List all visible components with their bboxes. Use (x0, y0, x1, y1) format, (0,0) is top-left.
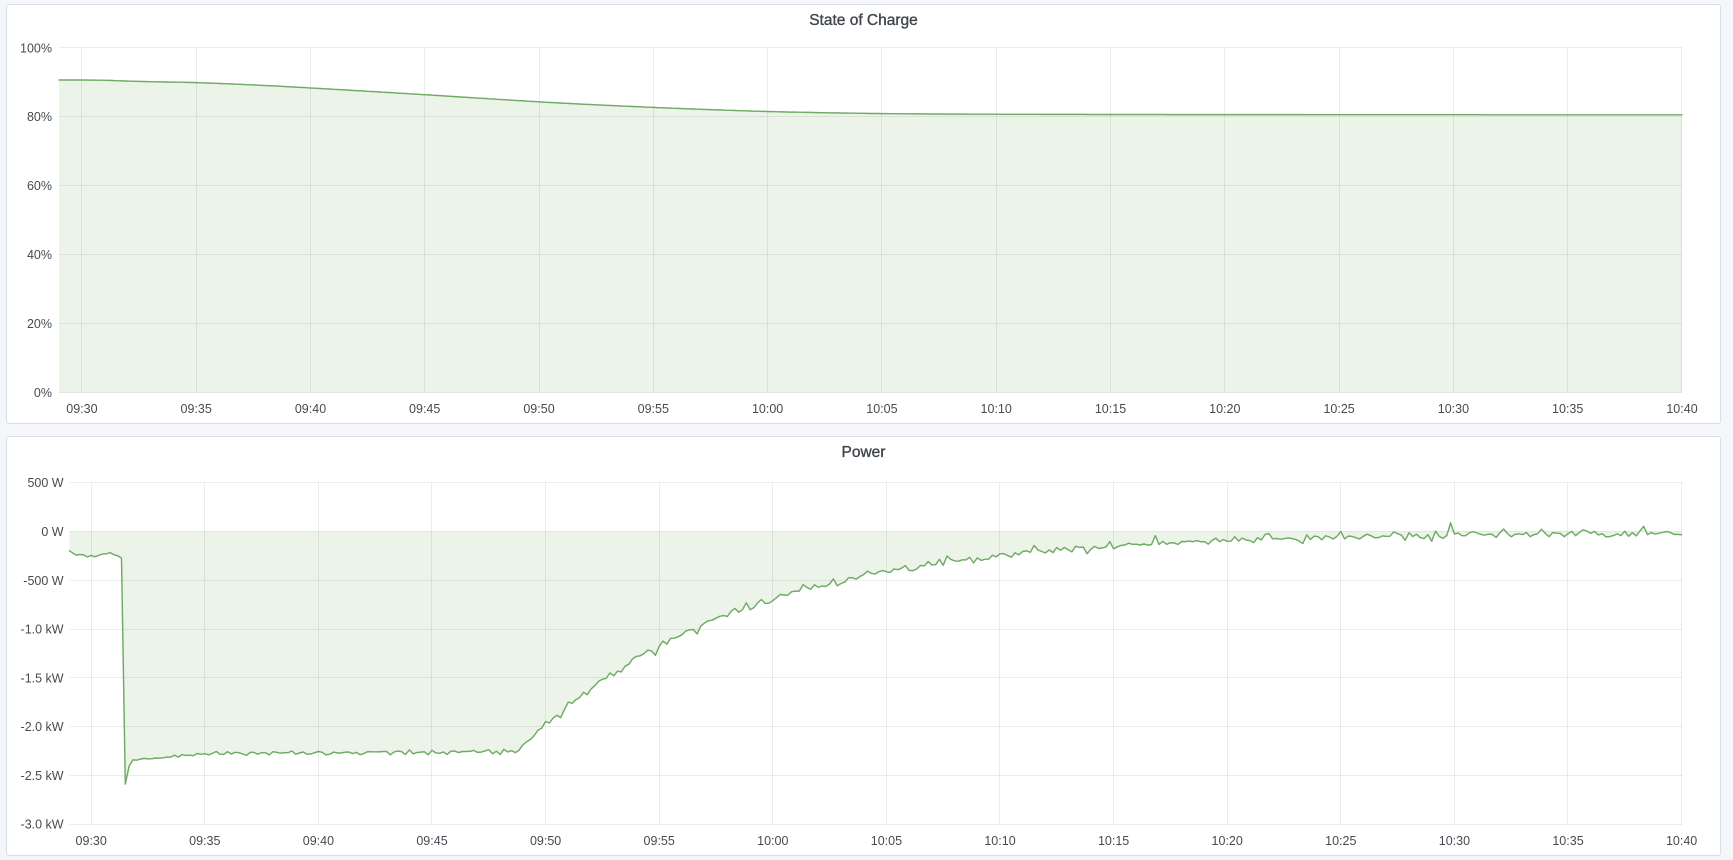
svg-text:0 W: 0 W (41, 525, 63, 539)
svg-text:80%: 80% (27, 110, 52, 124)
svg-text:-1.0 kW: -1.0 kW (21, 623, 64, 637)
svg-text:-500 W: -500 W (23, 574, 63, 588)
svg-text:10:30: 10:30 (1438, 402, 1469, 416)
svg-text:10:00: 10:00 (757, 834, 788, 848)
svg-text:100%: 100% (20, 41, 52, 55)
svg-text:09:35: 09:35 (189, 834, 220, 848)
svg-text:09:40: 09:40 (303, 834, 334, 848)
svg-text:10:00: 10:00 (752, 402, 783, 416)
svg-text:10:05: 10:05 (866, 402, 897, 416)
svg-text:10:40: 10:40 (1666, 834, 1697, 848)
svg-text:-2.5 kW: -2.5 kW (21, 769, 64, 783)
svg-text:09:40: 09:40 (295, 402, 326, 416)
svg-text:500 W: 500 W (27, 476, 63, 490)
svg-text:09:50: 09:50 (523, 402, 554, 416)
svg-text:09:35: 09:35 (181, 402, 212, 416)
svg-text:10:35: 10:35 (1552, 834, 1583, 848)
svg-text:09:30: 09:30 (76, 834, 107, 848)
svg-text:-1.5 kW: -1.5 kW (21, 671, 64, 685)
svg-text:-3.0 kW: -3.0 kW (21, 818, 64, 832)
svg-text:0%: 0% (34, 386, 52, 400)
svg-text:10:20: 10:20 (1212, 834, 1243, 848)
svg-text:09:55: 09:55 (638, 402, 669, 416)
svg-text:09:55: 09:55 (644, 834, 675, 848)
svg-text:60%: 60% (27, 179, 52, 193)
svg-text:10:10: 10:10 (981, 402, 1012, 416)
svg-text:10:40: 10:40 (1666, 402, 1697, 416)
svg-text:10:25: 10:25 (1325, 834, 1356, 848)
svg-text:10:20: 10:20 (1209, 402, 1240, 416)
svg-text:10:30: 10:30 (1439, 834, 1470, 848)
svg-text:10:25: 10:25 (1323, 402, 1354, 416)
svg-text:10:15: 10:15 (1098, 834, 1129, 848)
svg-text:09:45: 09:45 (409, 402, 440, 416)
svg-text:09:30: 09:30 (66, 402, 97, 416)
svg-text:40%: 40% (27, 248, 52, 262)
svg-text:09:45: 09:45 (416, 834, 447, 848)
svg-text:20%: 20% (27, 317, 52, 331)
svg-text:10:05: 10:05 (871, 834, 902, 848)
svg-text:10:15: 10:15 (1095, 402, 1126, 416)
svg-text:09:50: 09:50 (530, 834, 561, 848)
svg-text:10:10: 10:10 (984, 834, 1015, 848)
svg-text:-2.0 kW: -2.0 kW (21, 720, 64, 734)
svg-text:10:35: 10:35 (1552, 402, 1583, 416)
